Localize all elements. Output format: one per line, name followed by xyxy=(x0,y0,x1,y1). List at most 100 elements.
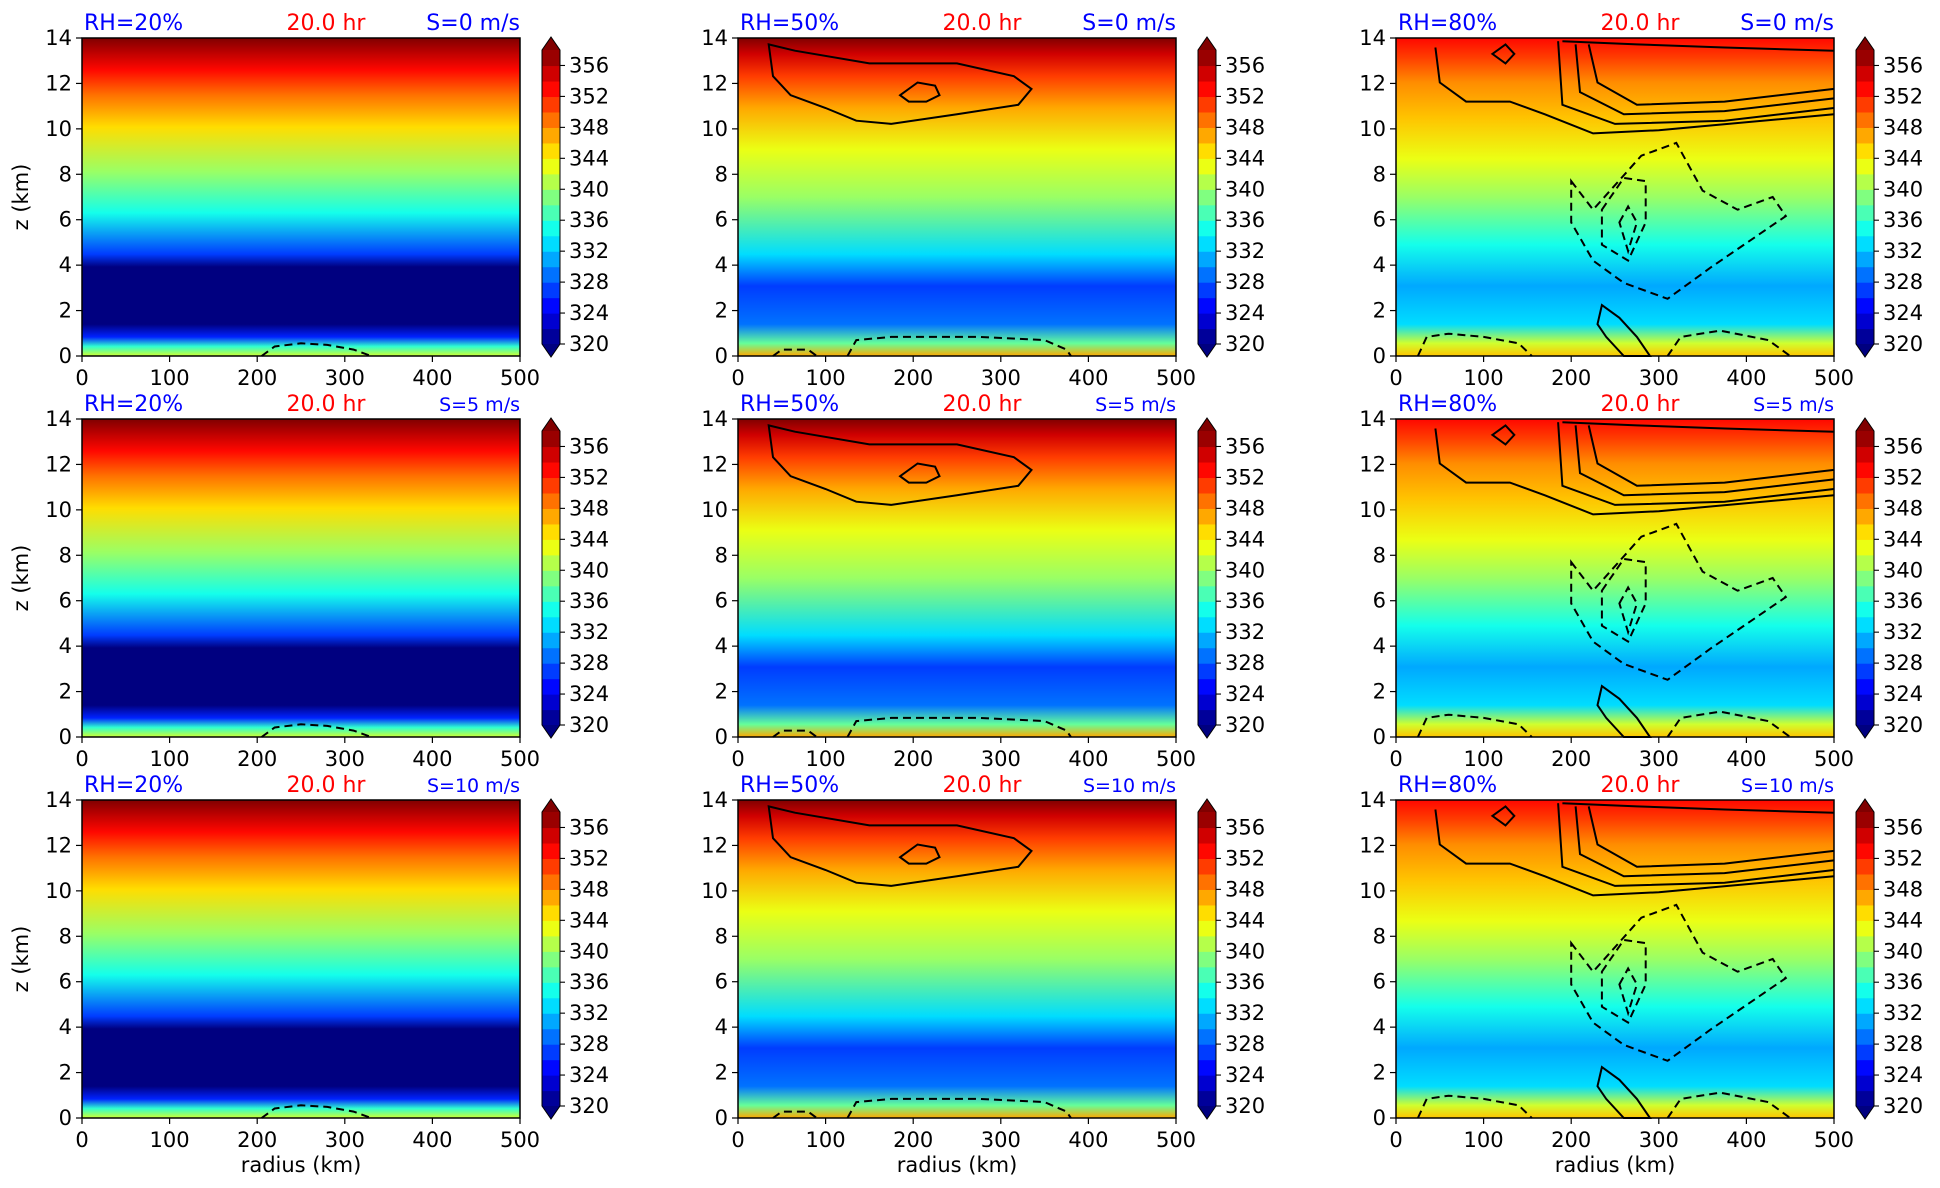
y-tick-label: 8 xyxy=(1373,162,1386,186)
colorbar-tick-label: 356 xyxy=(1883,434,1923,458)
solid-contour xyxy=(898,81,941,103)
colorbar-tick-label: 356 xyxy=(1883,815,1923,839)
colorbar-tick-label: 320 xyxy=(1883,332,1923,356)
colorbar-segment xyxy=(542,235,560,252)
colorbar-segment xyxy=(1198,328,1216,345)
colorbar-tick-label: 348 xyxy=(569,496,609,520)
x-tick-label: 100 xyxy=(1464,1128,1504,1152)
colorbar-segment xyxy=(1198,982,1216,999)
colorbar-segment xyxy=(1856,601,1874,618)
solid-contour xyxy=(1587,806,1835,868)
colorbar-tick-label: 324 xyxy=(1883,682,1923,706)
dashed-contour xyxy=(1416,713,1533,738)
x-tick-label: 500 xyxy=(1814,366,1854,390)
colorbar-tick-label: 352 xyxy=(1883,465,1923,489)
colorbar-outline xyxy=(1855,798,1875,1120)
colorbar-tick-label: 348 xyxy=(1225,115,1265,139)
colorbar-segment xyxy=(1856,873,1874,890)
colorbar-segment xyxy=(542,328,560,345)
y-tick-label: 12 xyxy=(45,71,72,95)
colorbar: 320 324 328 332 336 340 344 348 352 356 xyxy=(1855,36,1923,358)
solid-contour xyxy=(898,462,941,484)
colorbar-segment xyxy=(1856,204,1874,221)
x-tick-label: 300 xyxy=(325,747,365,771)
colorbar-tick-label: 324 xyxy=(569,301,609,325)
x-tick-label: 200 xyxy=(893,366,933,390)
colorbar-tick-label: 348 xyxy=(1883,877,1923,901)
heatmap-field xyxy=(1396,800,1834,1118)
colorbar-extend-max xyxy=(1856,799,1874,812)
x-tick-label: 100 xyxy=(1464,366,1504,390)
plot-frame xyxy=(1395,418,1835,738)
colorbar-segment xyxy=(542,678,560,695)
y-tick-label: 10 xyxy=(1359,498,1386,522)
colorbar-segment xyxy=(1198,446,1216,463)
colorbar-segment xyxy=(542,539,560,556)
colorbar: 320 324 328 332 336 340 344 348 352 356 xyxy=(1855,417,1923,739)
colorbar-segment xyxy=(1198,570,1216,587)
colorbar-extend-max xyxy=(542,799,560,812)
plot-frame xyxy=(737,37,1177,357)
y-tick-label: 14 xyxy=(45,407,72,431)
colorbar-segment xyxy=(542,158,560,175)
colorbar-segment xyxy=(1856,1013,1874,1030)
y-tick-label: 2 xyxy=(715,1061,728,1085)
colorbar-segment xyxy=(1198,1028,1216,1045)
colorbar-segment xyxy=(542,997,560,1014)
colorbar-segment xyxy=(1198,282,1216,299)
x-tick-label: 100 xyxy=(806,747,846,771)
colorbar-segment xyxy=(542,96,560,113)
colorbar-tick-label: 344 xyxy=(1883,908,1923,932)
dashed-contour xyxy=(1666,1091,1791,1119)
y-tick-label: 8 xyxy=(715,543,728,567)
colorbar-segment xyxy=(1856,431,1874,448)
solid-contour xyxy=(767,424,1033,506)
time-label: 20.0 hr xyxy=(1601,773,1681,798)
colorbar-tick-label: 332 xyxy=(569,239,609,263)
colorbar-outline xyxy=(541,36,561,358)
solid-contour xyxy=(1434,428,1835,516)
x-tick-label: 100 xyxy=(150,747,190,771)
shear-label: S=0 m/s xyxy=(1082,11,1176,36)
colorbar-segment xyxy=(542,904,560,921)
colorbar-tick-label: 356 xyxy=(1225,434,1265,458)
colorbar-extend-min xyxy=(1856,725,1874,738)
y-tick-label: 2 xyxy=(715,680,728,704)
colorbar-tick-label: 336 xyxy=(1883,970,1923,994)
colorbar-tick-label: 328 xyxy=(1883,651,1923,675)
x-tick-label: 0 xyxy=(731,366,744,390)
colorbar-segment xyxy=(542,189,560,206)
colorbar-segment xyxy=(1856,477,1874,494)
colorbar-segment xyxy=(542,601,560,618)
colorbar-segment xyxy=(1856,446,1874,463)
colorbar-tick-label: 344 xyxy=(1225,527,1265,551)
time-label: 20.0 hr xyxy=(943,11,1023,36)
x-tick-label: 500 xyxy=(1814,1128,1854,1152)
solid-contour xyxy=(1557,422,1835,506)
y-tick-label: 2 xyxy=(59,680,72,704)
colorbar-tick-label: 320 xyxy=(1225,1094,1265,1118)
colorbar-segment xyxy=(542,266,560,283)
x-tick-label: 400 xyxy=(1726,1128,1766,1152)
colorbar-segment xyxy=(1198,1075,1216,1092)
colorbar-segment xyxy=(1856,889,1874,906)
y-axis-label: z (km) xyxy=(9,926,33,993)
plot-frame xyxy=(81,37,521,357)
panel-2: RH=80% 20.0 hr S=0 m/s 0 2 4 6 8 10 12 14 0 100 200 30… xyxy=(1359,11,1923,390)
colorbar-segment xyxy=(1198,951,1216,968)
colorbar-tick-label: 328 xyxy=(1883,270,1923,294)
colorbar-segment xyxy=(542,1090,560,1107)
y-tick-label: 4 xyxy=(59,634,72,658)
colorbar-tick-label: 352 xyxy=(569,84,609,108)
colorbar-segment xyxy=(1856,492,1874,509)
y-tick-label: 2 xyxy=(59,1061,72,1085)
colorbar-segment xyxy=(1856,313,1874,330)
x-tick-label: 100 xyxy=(806,366,846,390)
x-tick-label: 400 xyxy=(1068,366,1108,390)
x-tick-label: 300 xyxy=(325,1128,365,1152)
y-tick-label: 10 xyxy=(701,879,728,903)
colorbar-segment xyxy=(1856,158,1874,175)
y-tick-label: 8 xyxy=(1373,924,1386,948)
y-tick-label: 6 xyxy=(715,208,728,232)
